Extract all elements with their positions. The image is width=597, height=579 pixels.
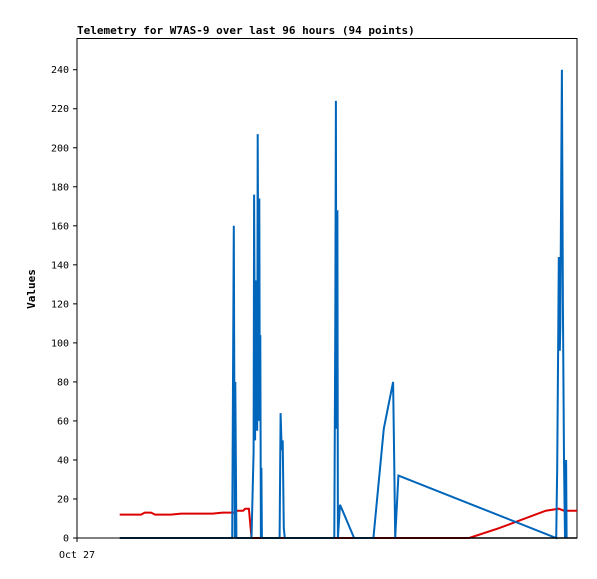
y-tick-label: 100 (51, 338, 69, 349)
series-layer (119, 69, 577, 540)
y-tick-label: 0 (63, 534, 69, 545)
y-axis-label: Values (25, 269, 38, 309)
y-tick-label: 200 (51, 143, 69, 154)
x-tick-label: Oct 27 (59, 550, 95, 561)
y-tick-label: 160 (51, 221, 69, 232)
series-line-2 (119, 69, 568, 540)
series-line-1 (119, 507, 577, 539)
chart-title: Telemetry for W7AS-9 over last 96 hours … (77, 24, 415, 37)
y-tick-label: 120 (51, 299, 69, 310)
plot-area-border (76, 38, 578, 539)
y-tick-label: 60 (57, 416, 69, 427)
y-tick-label: 180 (51, 182, 69, 193)
y-tick-label: 220 (51, 104, 69, 115)
y-tick-label: 80 (57, 377, 69, 388)
y-tick-label: 20 (57, 494, 69, 505)
y-axis: 0 20 40 60 80 100 120 140 160 180 200 220 240 (51, 65, 77, 545)
y-tick-label: 240 (51, 65, 69, 76)
y-tick-label: 140 (51, 260, 69, 271)
x-axis: Oct 27 (59, 538, 95, 561)
y-tick-label: 40 (57, 455, 69, 466)
